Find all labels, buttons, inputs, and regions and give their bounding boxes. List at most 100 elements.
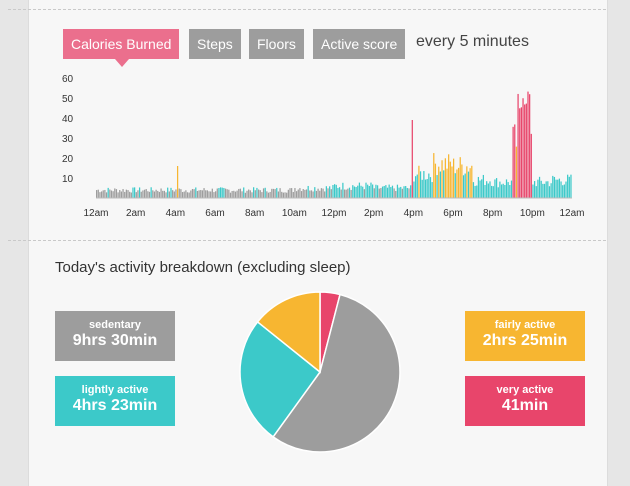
- chart-bar: [391, 185, 394, 198]
- chart-bar: [329, 186, 331, 198]
- chart-bar: [272, 188, 275, 198]
- chart-bar: [413, 181, 415, 198]
- chart-bar: [421, 179, 423, 198]
- chart-bar: [372, 184, 374, 198]
- chart-bar: [507, 182, 509, 198]
- tab-active-score[interactable]: Active score: [313, 29, 406, 59]
- chart-bar: [457, 167, 460, 198]
- chart-bar: [433, 153, 435, 198]
- chart-bar: [168, 191, 170, 198]
- chart-bar: [555, 179, 557, 198]
- chart-bar: [529, 94, 531, 198]
- chart-bar: [181, 192, 184, 198]
- chart-bar: [449, 161, 451, 198]
- chart-bar: [348, 187, 351, 198]
- chart-bar: [277, 191, 280, 198]
- section-divider: [8, 240, 606, 241]
- chart-bar: [289, 188, 291, 198]
- chart-bar: [342, 182, 344, 198]
- chart-bar: [143, 189, 146, 198]
- x-tick-label: 12pm: [321, 208, 346, 219]
- chart-bar: [97, 189, 99, 198]
- chart-bar: [325, 186, 327, 198]
- chart-bar: [271, 188, 273, 198]
- chart-bar: [327, 188, 329, 198]
- chart-bar: [233, 190, 235, 198]
- lightly-active-label: lightly active: [81, 384, 149, 396]
- chart-bar: [552, 175, 554, 198]
- chart-bar: [229, 192, 232, 198]
- chart-bar: [418, 165, 420, 198]
- chart-bar: [125, 189, 127, 198]
- chart-bar: [492, 186, 494, 198]
- x-tick-label: 8pm: [483, 208, 502, 219]
- chart-bar: [324, 191, 326, 198]
- chart-bar: [365, 182, 367, 198]
- chart-bar: [155, 189, 157, 198]
- x-tick-label: 2pm: [364, 208, 383, 219]
- tab-floors[interactable]: Floors: [249, 29, 304, 59]
- chart-bar: [560, 181, 562, 198]
- chart-bar: [515, 146, 518, 198]
- chart-bar: [438, 166, 440, 198]
- chart-bar: [167, 187, 169, 198]
- chart-bar: [219, 187, 222, 198]
- chart-bar: [357, 185, 359, 198]
- chart-bar: [134, 187, 136, 198]
- chart-bar: [568, 176, 570, 198]
- chart-bar: [434, 163, 437, 198]
- chart-bar: [428, 173, 430, 198]
- chart-bar: [448, 154, 450, 198]
- chart-bar: [320, 188, 323, 198]
- x-tick-label: 10am: [282, 208, 307, 219]
- x-tick-label: 12am: [559, 208, 584, 219]
- chart-bar: [461, 164, 463, 198]
- chart-bar: [208, 191, 210, 198]
- chart-bar: [162, 190, 164, 198]
- chart-bar: [119, 190, 121, 198]
- chart-bar: [269, 191, 271, 198]
- chart-bar: [562, 185, 564, 198]
- chart-bar: [221, 187, 223, 198]
- chart-bar: [299, 188, 301, 198]
- chart-bar: [286, 192, 288, 198]
- chart-bar: [375, 184, 377, 198]
- chart-bar: [120, 191, 123, 198]
- chart-bar: [178, 188, 180, 198]
- chart-bar: [122, 189, 124, 198]
- chart-bar: [130, 192, 132, 198]
- x-tick-label: 4pm: [404, 208, 423, 219]
- tab-steps[interactable]: Steps: [189, 29, 241, 59]
- chart-bar: [381, 186, 384, 198]
- chart-bar: [157, 190, 159, 198]
- chart-bar: [424, 179, 427, 198]
- chart-bar: [367, 184, 369, 198]
- chart-bar: [471, 165, 473, 198]
- chart-bar: [510, 180, 513, 198]
- chart-bar: [520, 107, 522, 198]
- chart-bar: [292, 191, 294, 198]
- y-tick-label: 10: [62, 174, 74, 185]
- chart-bar: [332, 184, 334, 198]
- chart-bar: [201, 190, 204, 198]
- chart-bar: [527, 91, 529, 198]
- chart-bar: [297, 189, 299, 198]
- chart-bar: [469, 168, 471, 198]
- chart-bar: [246, 190, 248, 198]
- chart-bar: [441, 160, 443, 198]
- chart-bar: [416, 174, 418, 198]
- tab-calories-burned[interactable]: Calories Burned: [63, 29, 180, 67]
- chart-bar: [345, 189, 347, 198]
- chart-bar: [186, 192, 189, 198]
- chart-bar: [459, 157, 461, 198]
- chart-bar: [350, 189, 352, 198]
- x-tick-label: 10pm: [520, 208, 545, 219]
- chart-bar: [211, 188, 213, 198]
- chart-bar: [291, 188, 293, 198]
- chart-bar: [203, 188, 205, 198]
- chart-bar: [114, 188, 116, 198]
- lightly-active-box: lightly active 4hrs 23min: [55, 376, 175, 426]
- chart-bar: [479, 180, 481, 198]
- chart-bar: [396, 184, 399, 198]
- chart-bar: [140, 191, 142, 198]
